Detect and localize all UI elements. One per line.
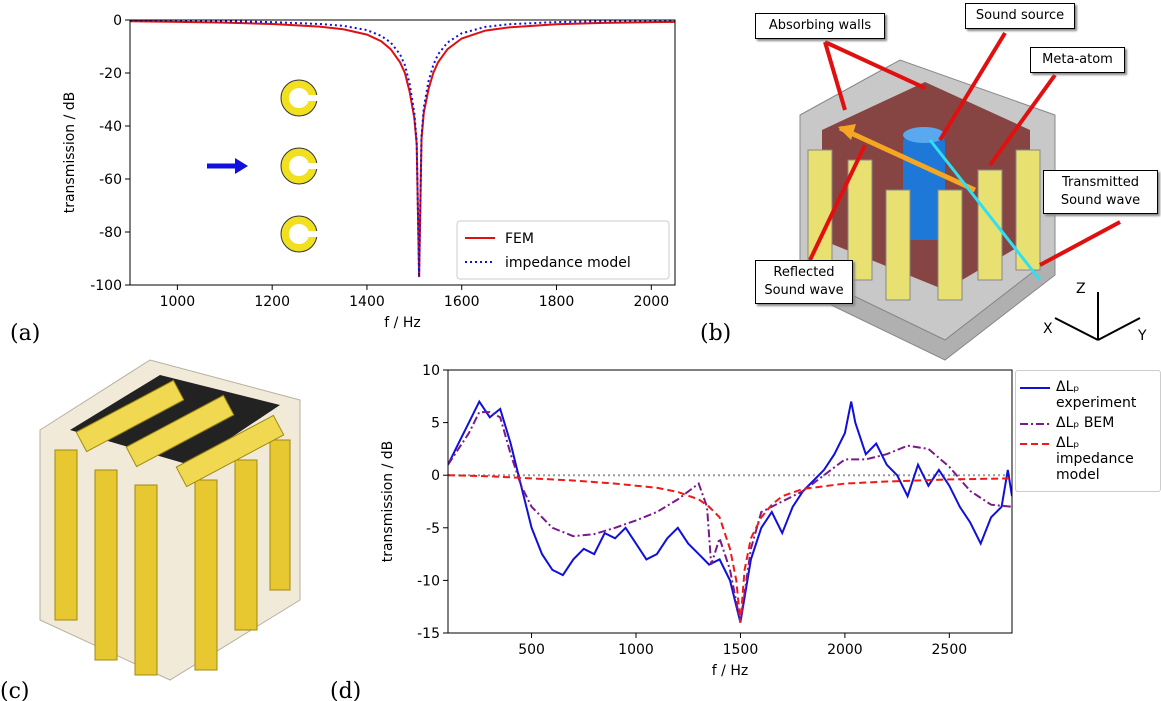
y-tick-label: -40 (99, 119, 122, 135)
prototype-photo (40, 360, 300, 680)
legend-swatch (1020, 441, 1050, 447)
x-tick-label: 1400 (349, 294, 385, 310)
legend-label: impedance model (505, 255, 631, 271)
callout: Absorbing walls (755, 13, 885, 39)
y-tick-label: 10 (422, 363, 440, 379)
y-tick-label: -60 (99, 172, 122, 188)
y-axis-label: transmission / dB (380, 441, 396, 563)
legend-entry: ΔLₚ BEM (1018, 415, 1158, 431)
figure-canvas: (a) (b) (c) (d) X Y Z 100012001400160018… (0, 0, 1161, 701)
legend: ΔLₚ experiment ΔLₚ BEM ΔLₚ impedance model (1015, 370, 1161, 492)
y-tick-label: -20 (99, 66, 122, 82)
callout: Sound source (965, 3, 1075, 29)
legend-swatch (1020, 385, 1050, 391)
figure: (a) (b) (c) (d) X Y Z 100012001400160018… (0, 0, 1161, 701)
axis-label: Z (1076, 281, 1086, 297)
x-tick-label: 1200 (254, 294, 290, 310)
x-tick-label: 1000 (618, 642, 654, 658)
callout: Meta-atom (1030, 47, 1125, 73)
series-line (448, 412, 1012, 622)
plot-frame (448, 370, 1012, 633)
y-tick-label: -10 (417, 573, 440, 589)
axis-label: Y (1137, 328, 1147, 344)
x-axis-label: f / Hz (384, 315, 420, 331)
y-axis-label: transmission / dB (62, 92, 78, 214)
ring-icons (207, 80, 318, 252)
x-tick-label: 2000 (827, 642, 863, 658)
axis-label: X (1043, 321, 1053, 337)
y-tick-label: -5 (426, 521, 440, 537)
legend-label: FEM (505, 231, 534, 247)
x-tick-label: 1600 (444, 294, 480, 310)
legend-swatch (1020, 421, 1050, 427)
panel-label: (c) (0, 679, 30, 701)
x-tick-label: 2500 (932, 642, 968, 658)
y-tick-label: 5 (431, 416, 440, 432)
y-tick-label: 0 (113, 13, 122, 29)
x-tick-label: 1800 (539, 294, 575, 310)
callout: Reflected Sound wave (755, 260, 853, 304)
panel-label: (d) (330, 679, 361, 701)
series-line (448, 475, 1012, 622)
series-line (448, 402, 1012, 623)
y-tick-label: -15 (417, 626, 440, 642)
legend-entry: ΔLₚ experiment (1018, 379, 1158, 411)
panel-label: (b) (700, 321, 731, 346)
x-tick-label: 1500 (723, 642, 759, 658)
y-tick-label: -100 (90, 278, 122, 294)
legend-label: ΔLₚ experiment (1056, 379, 1158, 411)
legend-label: ΔLₚ impedance model (1056, 435, 1158, 483)
x-axis-label: f / Hz (712, 663, 748, 679)
x-tick-label: 1000 (160, 294, 196, 310)
x-tick-label: 500 (518, 642, 545, 658)
legend-entry: ΔLₚ impedance model (1018, 435, 1158, 483)
x-tick-label: 2000 (633, 294, 669, 310)
y-tick-label: -80 (99, 225, 122, 241)
panel-label: (a) (10, 321, 40, 346)
callout: Transmitted Sound wave (1043, 170, 1158, 214)
legend-label: ΔLₚ BEM (1056, 415, 1114, 431)
y-tick-label: 0 (431, 468, 440, 484)
